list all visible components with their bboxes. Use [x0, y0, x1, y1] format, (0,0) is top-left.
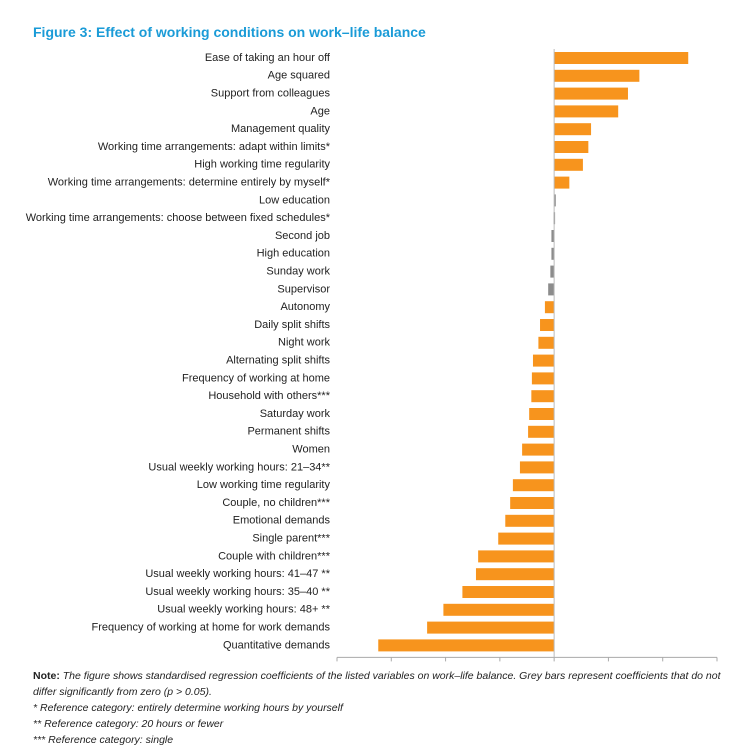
y-tick-label: Working time arrangements: determine ent…	[48, 177, 331, 189]
y-tick-label: Autonomy	[280, 301, 330, 313]
x-tick-label: -0.3	[382, 664, 401, 665]
y-tick-label: Working time arrangements: adapt within …	[98, 141, 331, 153]
bar	[475, 568, 555, 581]
note-label: Note:	[33, 670, 60, 682]
bar	[554, 194, 556, 207]
bar	[544, 301, 555, 314]
bar	[551, 247, 555, 260]
bar	[510, 497, 555, 509]
y-tick-label: Couple with children***	[218, 550, 331, 562]
bar	[532, 354, 555, 367]
y-tick-label: Household with others***	[208, 390, 330, 402]
y-tick-label: Usual weekly working hours: 41–47 **	[145, 568, 330, 580]
x-tick-label: -0.2	[436, 664, 455, 665]
bar	[378, 639, 555, 652]
y-tick-label: Second job	[275, 230, 330, 242]
footnote: ** Reference category: 20 hours or fewer	[33, 718, 224, 730]
y-tick-label: Single parent***	[252, 533, 330, 545]
y-tick-label: Night work	[278, 337, 330, 349]
bar	[554, 176, 570, 189]
y-tick-label: Support from colleagues	[211, 88, 331, 100]
bar	[550, 265, 555, 278]
bar	[554, 123, 592, 136]
notes: Note: The figure shows standardised regr…	[33, 668, 723, 748]
y-tick-label: Ease of taking an hour off	[205, 52, 331, 64]
bar	[522, 443, 555, 456]
x-tick-label: -0.4	[328, 664, 347, 665]
bar	[443, 603, 555, 616]
bar	[538, 336, 555, 349]
y-tick-label: Saturday work	[260, 408, 331, 420]
note: Note: The figure shows standardised regr…	[33, 668, 723, 700]
bar	[529, 408, 555, 420]
y-tick-label: Daily split shifts	[254, 319, 330, 331]
bar	[554, 69, 640, 82]
y-tick-label: Frequency of working at home	[182, 372, 330, 384]
bar	[540, 319, 555, 331]
bar	[512, 479, 555, 492]
bar	[505, 514, 555, 527]
bar	[478, 550, 555, 563]
y-tick-label: Age squared	[268, 70, 330, 82]
bar	[531, 372, 555, 385]
y-tick-label: High education	[257, 248, 330, 260]
y-tick-label: Low education	[259, 194, 330, 206]
y-tick-label: Sunday work	[266, 266, 330, 278]
bar	[462, 586, 555, 598]
y-tick-label: High working time regularity	[194, 159, 330, 171]
bar	[531, 390, 555, 403]
y-tick-label: Management quality	[231, 123, 331, 135]
x-tick-label: 0.2	[655, 664, 670, 665]
y-tick-label: Alternating split shifts	[226, 355, 330, 367]
bar	[554, 141, 589, 153]
bar	[554, 52, 689, 64]
bar	[498, 532, 555, 545]
y-tick-label: Low working time regularity	[197, 479, 331, 491]
y-tick-label: Usual weekly working hours: 48+ **	[157, 604, 330, 616]
x-tick-label: -0.1	[490, 664, 509, 665]
bar	[551, 230, 555, 242]
y-tick-label: Permanent shifts	[247, 426, 330, 438]
footnote: * Reference category: entirely determine…	[33, 702, 343, 714]
y-tick-label: Usual weekly working hours: 21–34**	[148, 461, 330, 473]
y-tick-label: Emotional demands	[233, 515, 331, 527]
y-tick-label: Women	[292, 444, 330, 456]
bar	[519, 461, 555, 474]
bar	[528, 425, 555, 438]
bar	[554, 87, 628, 100]
bar	[427, 621, 555, 634]
bar	[554, 105, 619, 118]
x-tick-label: 0	[551, 664, 557, 665]
footnote: *** Reference category: single	[33, 734, 174, 746]
x-tick-label: 0.1	[601, 664, 616, 665]
y-tick-label: Usual weekly working hours: 35–40 **	[145, 586, 330, 598]
x-tick-label: 0.3	[709, 664, 724, 665]
chart: -0.4 -0.3 -0.2 -0.1 0 0.1 0.2 0.3 Ease of taking…	[26, 49, 725, 665]
bar	[554, 158, 583, 171]
y-tick-label: Quantitative demands	[223, 639, 331, 651]
y-tick-label: Frequency of working at home for work de…	[92, 622, 331, 634]
y-tick-label: Age	[310, 105, 330, 117]
y-tick-label: Couple, no children***	[222, 497, 330, 509]
y-tick-label: Supervisor	[277, 283, 330, 295]
chart-title: Figure 3: Effect of working conditions o…	[33, 24, 426, 40]
y-tick-label: Working time arrangements: choose betwee…	[26, 212, 331, 224]
note-text: The figure shows standardised regression…	[33, 670, 721, 698]
bar	[548, 283, 555, 296]
